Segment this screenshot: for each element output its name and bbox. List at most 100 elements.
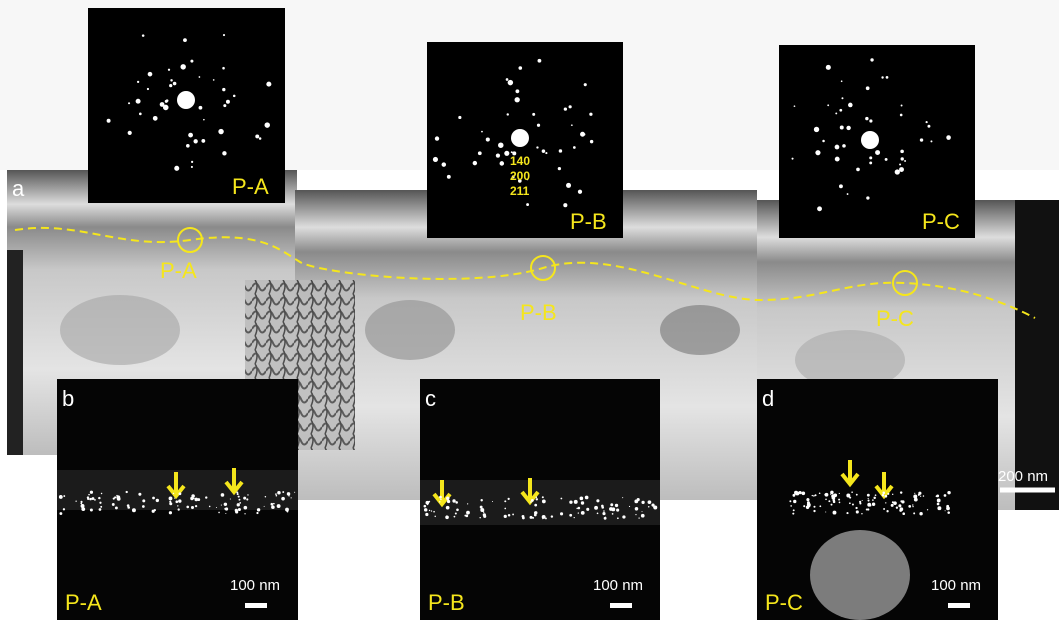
bright-grain bbox=[285, 508, 289, 512]
bright-grain bbox=[452, 499, 455, 502]
bright-grain bbox=[641, 514, 645, 518]
bright-grain bbox=[918, 492, 921, 495]
diffraction-spot bbox=[518, 66, 522, 70]
bright-grain bbox=[433, 511, 435, 513]
bright-grain bbox=[480, 499, 482, 501]
bright-grain bbox=[833, 511, 837, 515]
diffraction-spot bbox=[869, 119, 872, 122]
diffraction-label: P-B bbox=[570, 209, 607, 234]
diffraction-spot bbox=[148, 72, 153, 77]
bright-grain bbox=[900, 491, 902, 493]
diffraction-spot bbox=[532, 113, 535, 116]
bright-grain bbox=[597, 513, 599, 515]
diffraction-spot bbox=[904, 160, 906, 162]
diffraction-spot bbox=[498, 142, 503, 147]
bright-grain bbox=[114, 496, 116, 498]
site-label: P-C bbox=[765, 590, 803, 615]
site-label: P-A bbox=[65, 590, 102, 615]
diffraction-spot bbox=[213, 79, 215, 81]
bright-grain bbox=[833, 493, 837, 497]
bright-grain bbox=[100, 506, 102, 508]
bright-grain bbox=[642, 511, 643, 512]
bright-grain bbox=[569, 501, 572, 504]
diffraction-spot bbox=[866, 196, 869, 199]
bright-grain bbox=[237, 503, 240, 506]
diffraction-spot bbox=[901, 157, 904, 160]
bright-grain bbox=[861, 513, 862, 514]
bright-grain bbox=[914, 498, 918, 502]
bright-grain bbox=[641, 501, 644, 504]
bright-grain bbox=[63, 495, 65, 497]
diffraction-spot bbox=[128, 102, 130, 104]
diffraction-spot bbox=[900, 114, 903, 117]
bright-grain bbox=[937, 499, 941, 503]
diffraction-spot bbox=[583, 133, 585, 135]
bright-grain bbox=[594, 506, 598, 510]
bright-grain bbox=[648, 500, 652, 504]
diffraction-spot bbox=[869, 161, 872, 164]
bright-grain bbox=[945, 510, 946, 511]
bright-grain bbox=[247, 494, 248, 495]
bright-grain bbox=[512, 514, 514, 516]
bright-grain bbox=[94, 499, 96, 501]
bright-grain bbox=[581, 511, 585, 515]
bright-grain bbox=[87, 498, 89, 500]
bright-grain bbox=[225, 507, 228, 510]
bright-grain bbox=[793, 500, 796, 503]
bright-grain bbox=[828, 500, 830, 502]
bright-grain bbox=[882, 494, 884, 496]
bright-grain bbox=[59, 495, 63, 499]
bright-grain bbox=[846, 512, 848, 514]
bright-grain bbox=[839, 502, 841, 504]
bright-grain bbox=[819, 492, 821, 494]
bright-grain bbox=[91, 497, 94, 500]
bright-grain bbox=[99, 502, 101, 504]
miller-index: 211 bbox=[510, 184, 530, 198]
bright-grain bbox=[294, 492, 295, 493]
diffraction-spot bbox=[160, 102, 165, 107]
bright-grain bbox=[873, 504, 874, 505]
diffraction-spot bbox=[515, 89, 519, 93]
panel-label: c bbox=[425, 386, 436, 411]
bright-grain bbox=[244, 513, 245, 514]
diffraction-spot bbox=[842, 144, 846, 148]
diffraction-spot bbox=[866, 86, 870, 90]
bright-grain bbox=[126, 491, 128, 493]
bright-grain bbox=[569, 514, 572, 517]
scale-bar-label: 100 nm bbox=[931, 577, 981, 594]
bright-grain bbox=[439, 501, 440, 502]
diffraction-spot bbox=[856, 168, 860, 172]
bright-grain bbox=[793, 494, 796, 497]
miller-index: 200 bbox=[510, 169, 530, 183]
diffraction-spot bbox=[255, 134, 259, 138]
diffraction-spot bbox=[222, 67, 225, 70]
bright-grain bbox=[235, 510, 238, 513]
central-spot bbox=[511, 129, 529, 147]
diffraction-spot bbox=[433, 157, 438, 162]
bright-grain bbox=[838, 499, 840, 501]
bright-grain bbox=[466, 515, 469, 518]
bright-grain bbox=[230, 498, 231, 499]
diffraction-spot bbox=[486, 137, 490, 141]
bright-grain bbox=[849, 497, 851, 499]
bright-grain bbox=[825, 493, 829, 497]
diffraction-spot bbox=[193, 139, 197, 143]
diffraction-spot bbox=[538, 59, 542, 63]
bright-grain bbox=[282, 491, 284, 493]
bright-grain bbox=[174, 498, 175, 499]
diffraction-spot bbox=[817, 206, 822, 211]
bright-grain bbox=[622, 497, 623, 498]
bright-grain bbox=[937, 503, 940, 506]
bright-grain bbox=[813, 495, 815, 497]
bright-grain bbox=[913, 512, 915, 514]
bright-grain bbox=[648, 506, 650, 508]
bright-grain bbox=[886, 510, 888, 512]
diffraction-spot bbox=[188, 133, 193, 138]
bright-grain bbox=[867, 494, 870, 497]
bright-grain bbox=[271, 503, 274, 506]
bright-grain bbox=[117, 497, 121, 501]
bright-grain bbox=[542, 496, 544, 498]
bright-grain bbox=[90, 508, 93, 511]
bright-grain bbox=[138, 493, 141, 496]
diffraction-spot bbox=[107, 119, 111, 123]
